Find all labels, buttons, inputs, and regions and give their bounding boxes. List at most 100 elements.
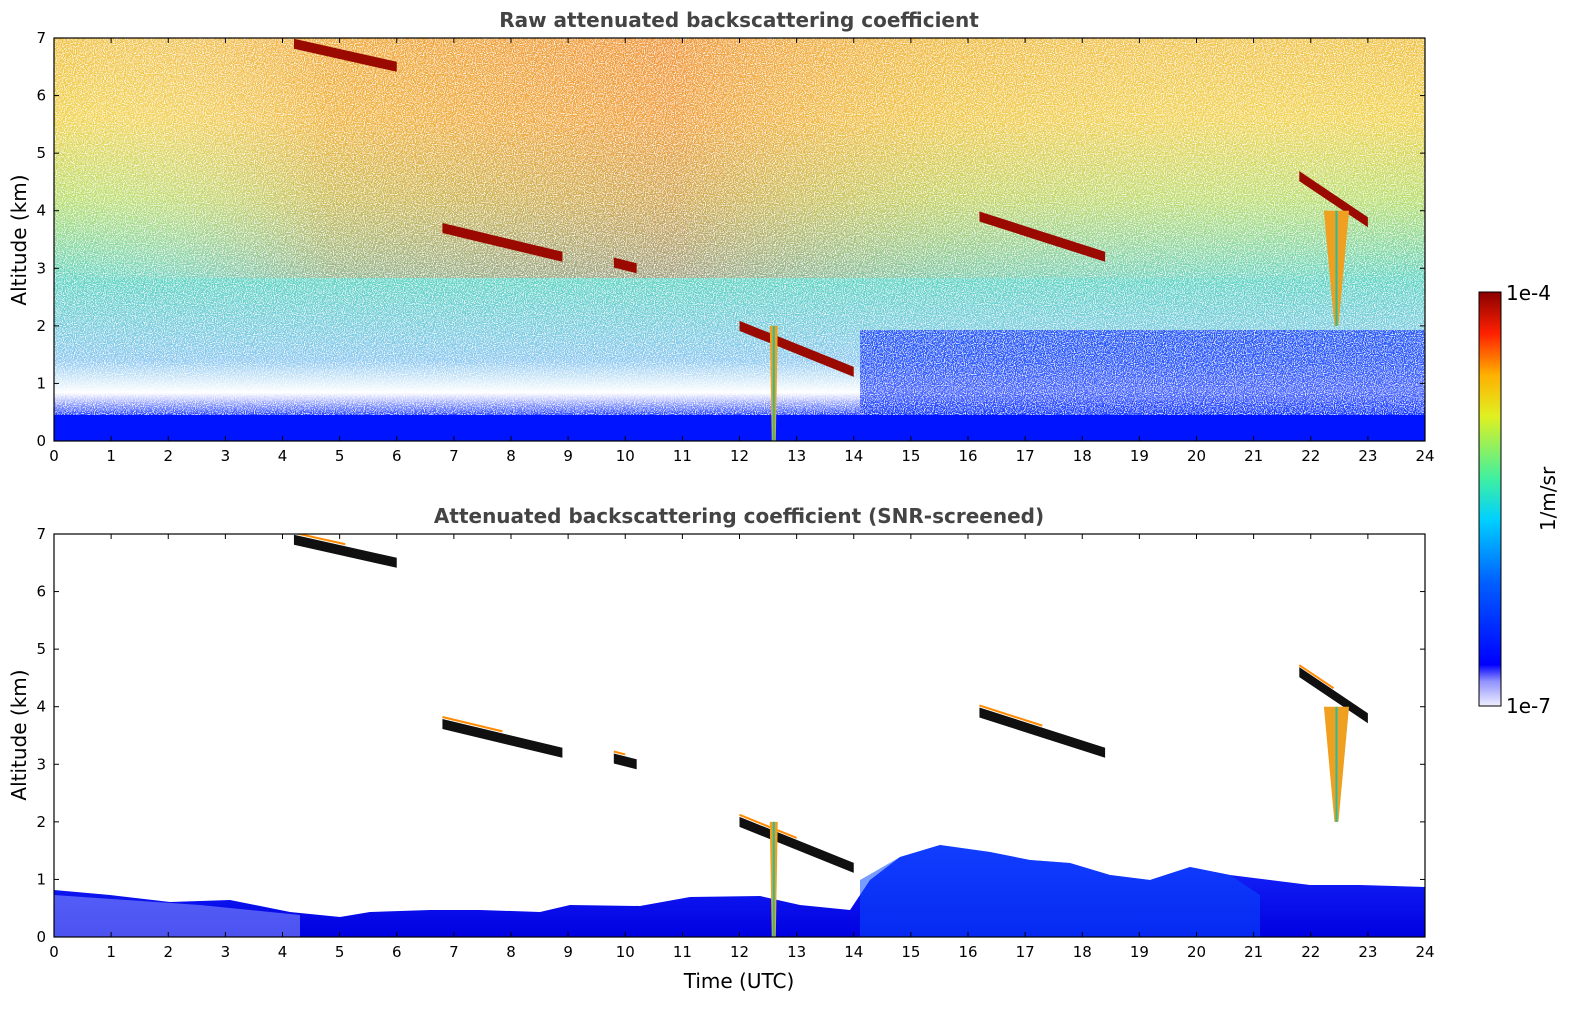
y-tick-label: 3 [36,755,46,773]
x-tick-label: 15 [901,447,920,465]
x-tick-label: 24 [1415,447,1434,465]
y-tick-label: 3 [36,259,46,277]
panel-raw-ylabel: Altitude (km) [7,174,31,305]
y-tick-label: 6 [36,583,46,601]
x-tick-label: 9 [563,447,573,465]
x-tick-label: 2 [163,447,173,465]
y-tick-label: 7 [36,525,46,543]
x-tick-label: 21 [1244,447,1263,465]
x-tick-label: 0 [49,943,59,961]
x-tick-label: 18 [1073,447,1092,465]
x-tick-label: 20 [1187,943,1206,961]
x-tick-label: 16 [958,943,977,961]
colorbar-max-label: 1e-4 [1506,281,1551,305]
x-tick-label: 13 [787,943,806,961]
x-tick-label: 17 [1016,943,1035,961]
x-tick-label: 12 [730,447,749,465]
x-tick-label: 6 [392,447,402,465]
x-tick-label: 8 [506,943,516,961]
x-tick-label: 19 [1130,447,1149,465]
y-tick-label: 1 [36,374,46,392]
colorbar: 1e-4 1e-7 1/m/sr [1478,281,1560,718]
cloud-edge [442,716,503,733]
x-tick-label: 6 [392,943,402,961]
x-tick-label: 21 [1244,943,1263,961]
screened-features [293,534,1368,937]
colorbar-min-label: 1e-7 [1506,694,1551,718]
cloud-layer [293,534,397,568]
cloud-edge [294,534,346,546]
x-tick-label: 10 [616,943,635,961]
y-tick-label: 2 [36,813,46,831]
x-tick-label: 14 [844,447,863,465]
x-tick-label: 20 [1187,447,1206,465]
panel-raw-ticks: 0 1 2 3 4 5 6 7 8 9 10 11 12 13 14 15 16 17 18 19 20 21 22 23 24… [36,29,1434,465]
colorbar-unit-label: 1/m/sr [1536,466,1560,531]
x-tick-label: 1 [106,447,116,465]
x-tick-label: 4 [278,943,288,961]
x-tick-label: 18 [1073,943,1092,961]
x-tick-label: 17 [1016,447,1035,465]
y-tick-label: 4 [36,698,46,716]
x-tick-label: 11 [673,447,692,465]
x-tick-label: 11 [673,943,692,961]
x-tick-label: 7 [449,447,459,465]
y-tick-label: 6 [36,87,46,105]
x-tick-label: 16 [958,447,977,465]
x-tick-label: 24 [1415,943,1434,961]
x-tick-label: 15 [901,943,920,961]
cloud-layer [442,222,563,262]
x-tick-label: 23 [1358,447,1377,465]
cloud-layer [1299,667,1368,724]
colorbar-gradient [1478,291,1502,707]
cloud-layer [442,718,563,758]
cloud-layer [1299,171,1368,228]
panel-screened-xlabel: Time (UTC) [683,969,795,993]
cloud-layer [613,257,637,274]
raw-features [293,38,1368,441]
cloud-layer [739,816,854,873]
x-tick-label: 12 [730,943,749,961]
x-tick-label: 13 [787,447,806,465]
y-tick-label: 4 [36,202,46,220]
cloud-edge [739,813,797,839]
cloud-layer [739,320,854,377]
cloud-layer [293,38,397,72]
x-tick-label: 23 [1358,943,1377,961]
panel-screened-ylabel: Altitude (km) [7,669,31,800]
x-tick-label: 3 [221,447,231,465]
y-tick-label: 2 [36,317,46,335]
y-tick-label: 0 [36,432,46,450]
x-tick-label: 8 [506,447,516,465]
y-tick-label: 1 [36,870,46,888]
x-tick-label: 0 [49,447,59,465]
panel-screened-title: Attenuated backscattering coefficient (S… [434,504,1044,528]
x-tick-label: 5 [335,447,345,465]
x-tick-label: 4 [278,447,288,465]
cloud-edge [613,750,626,756]
panel-raw-title: Raw attenuated backscattering coefficien… [499,8,979,32]
y-tick-label: 7 [36,29,46,47]
panel-raw: Raw attenuated backscattering coefficien… [7,8,1435,465]
panel-raw-heatmap [54,38,1425,441]
x-tick-label: 10 [616,447,635,465]
cloud-edge [1298,664,1335,690]
x-tick-label: 9 [563,943,573,961]
x-tick-label: 1 [106,943,116,961]
cloud-layer [613,753,637,770]
panel-screened-ticks: 0 1 2 3 4 5 6 7 8 9 10 11 12 13 14 15 16 17 18 19 20 21 22 23 24… [36,525,1434,961]
panel-screened: Attenuated backscattering coefficient (S… [7,504,1435,993]
x-tick-label: 3 [221,943,231,961]
x-tick-label: 22 [1301,943,1320,961]
y-tick-label: 5 [36,144,46,162]
x-tick-label: 7 [449,943,459,961]
x-tick-label: 22 [1301,447,1320,465]
cloud-layer [979,211,1106,262]
y-tick-label: 5 [36,640,46,658]
y-tick-label: 0 [36,928,46,946]
x-tick-label: 5 [335,943,345,961]
x-tick-label: 2 [163,943,173,961]
cloud-layer [979,707,1106,758]
x-tick-label: 19 [1130,943,1149,961]
